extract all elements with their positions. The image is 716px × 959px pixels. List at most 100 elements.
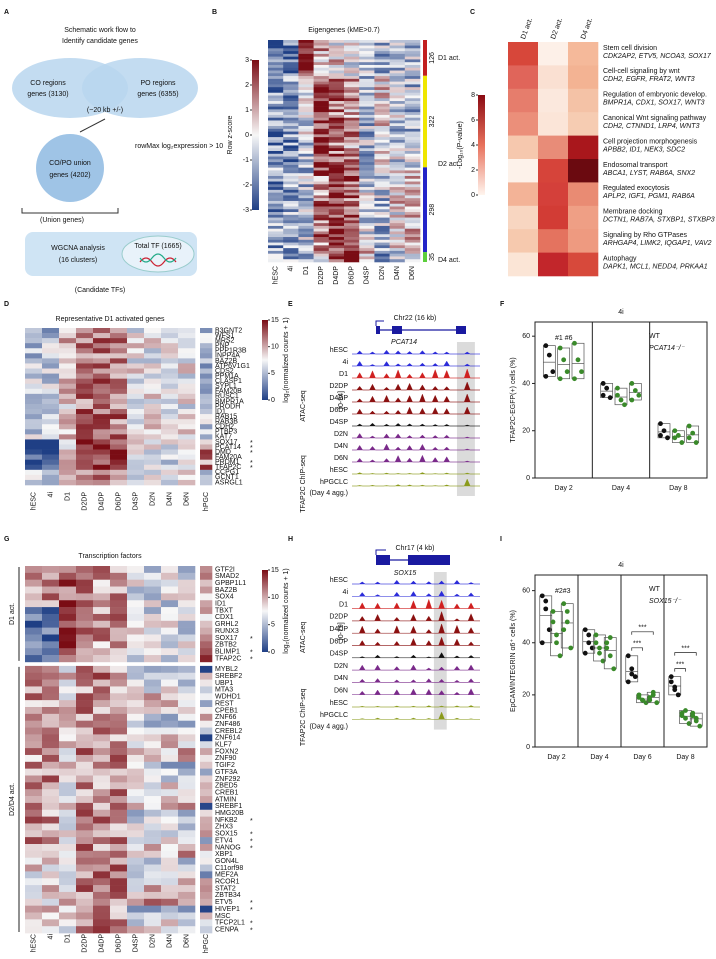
heatmap-cell [76,648,94,656]
heatmap-cell [93,665,111,674]
heatmap-cell [59,434,77,440]
heatmap-cell [42,878,60,886]
heatmap-cell [144,837,162,845]
heatmap-cell [508,135,539,160]
heatmap-cell [389,248,406,252]
heatmap-cell [404,167,421,171]
heatmap-cell [25,439,43,445]
heatmap-cell [178,393,196,400]
point [557,653,563,659]
heatmap-cell [59,419,77,425]
heatmap-cell [328,156,345,160]
heatmap-cell [59,754,77,763]
gene-label: ZNF614 [215,735,240,742]
heatmap-cell [127,388,145,395]
heatmap-cell [328,248,345,252]
heatmap-cell [178,459,196,466]
box [542,345,556,377]
heatmap-cell [283,256,299,260]
column-label: hPGC [203,934,210,953]
heatmap-cell [178,414,196,420]
heatmap-cell [200,403,213,410]
gene-name: SOX15 [394,570,417,577]
heatmap-cell [161,479,179,486]
heatmap-cell [374,217,390,221]
heatmap-cell [298,214,314,218]
heatmap-cell [25,844,43,852]
heatmap-cell [25,707,43,715]
heatmap-cell [110,586,128,594]
heatmap-cell [178,679,196,687]
heatmap-cell [268,217,284,221]
heatmap-cell [93,686,111,694]
heatmap-cell [110,775,128,783]
heatmap-cell [59,409,77,415]
heatmap-cell [93,850,111,858]
heatmap-cell [93,782,111,790]
heatmap-cell [42,464,60,471]
gene-label: CREBL2 [215,728,242,735]
heatmap-cell [161,459,179,466]
heatmap-cell [59,912,77,920]
gene-name: PCAT14 [391,339,417,346]
heatmap-cell [161,761,179,769]
gene-label: CENPA [215,926,239,933]
heatmap-cell [161,844,179,852]
heatmap-cell [42,566,60,574]
gene-label: PTBP3 [215,429,237,436]
column-label: D4DP [333,266,340,285]
heatmap-cell [178,857,196,865]
heatmap-cell [359,62,375,66]
heatmap-cell [313,181,330,185]
heatmap-cell [389,145,406,149]
heatmap-cell [178,449,196,455]
venn [82,58,198,118]
point [683,708,688,713]
heatmap-cell [404,117,421,121]
heatmap-cell [200,607,213,615]
point [600,392,606,398]
point [550,609,556,614]
heatmap-cell [374,134,390,138]
heatmap-cell [161,403,179,410]
heatmap-cell [344,112,360,116]
heatmap-cell [161,700,179,708]
heatmap-cell [344,242,360,246]
heatmap-cell [359,220,375,224]
heatmap-cell [389,106,406,110]
heatmap-cell [178,338,196,344]
heatmap-cell [359,81,375,85]
heatmap-cell [178,648,196,656]
heatmap-cell [268,225,284,229]
track-label: D2N [334,663,348,670]
gene-label: CREB1 [215,789,238,796]
heatmap-cell [127,348,145,354]
point [586,640,592,646]
heatmap-cell [144,566,162,574]
heatmap-cell [144,368,162,374]
heatmap-cell [127,898,145,906]
track-label: D6N [334,455,348,462]
heatmap-cell [178,864,196,872]
heatmap-cell [42,368,60,374]
heatmap-cell [313,200,330,205]
heatmap-cell [178,830,196,838]
heatmap-cell [313,98,330,102]
exon [456,326,466,334]
heatmap-cell [298,103,314,107]
point [629,671,635,677]
heatmap-cell [344,217,360,221]
heatmap-cell [389,134,406,138]
heatmap-cell [76,439,94,445]
heatmap-cell [200,398,213,405]
heatmap-cell [313,89,330,94]
heatmap-cell [313,137,330,141]
heatmap-cell [127,857,145,865]
heatmap-cell [200,905,213,913]
heatmap-cell [389,95,406,99]
gene-label: NANOG [215,844,241,851]
heatmap-cell [344,239,360,243]
gene-label: SOX4 [215,594,234,601]
heatmap-cell [59,850,77,858]
gene-label: XBP1 [215,851,233,858]
